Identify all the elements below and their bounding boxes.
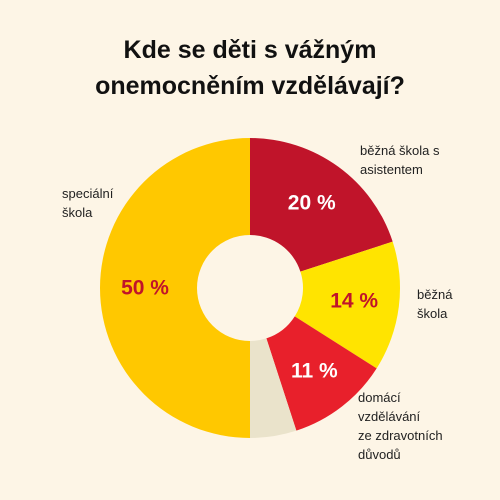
slice-label-bezna-skola-s-asistentem: běžná škola s asistentem [360,143,440,177]
donut-slice-1 [294,241,400,369]
donut-slice-3 [250,338,297,438]
chart-title-line-2: onemocněním vzdělávají? [95,72,405,100]
slice-label-bezna-skola: běžná škola [417,287,453,321]
donut-slice-4 [100,138,250,438]
slice-value-label-1: 14 % [330,290,378,313]
chart-title: Kde se děti s vážným onemocněním vzděláv… [0,32,500,104]
slice-value-label-2: 11 % [291,359,338,382]
donut-slice-0 [250,138,393,272]
chart-title-line-1: Kde se děti s vážným [123,36,377,64]
slice-label-specialni-skola: speciální škola [62,186,114,220]
donut-slice-2 [266,316,377,431]
slice-value-label-4: 50 % [121,277,169,300]
slice-value-label-0: 20 % [288,192,336,215]
slice-label-domaci-vzdelavani: domácí vzdělávání ze zdravotních důvodů [358,390,443,462]
